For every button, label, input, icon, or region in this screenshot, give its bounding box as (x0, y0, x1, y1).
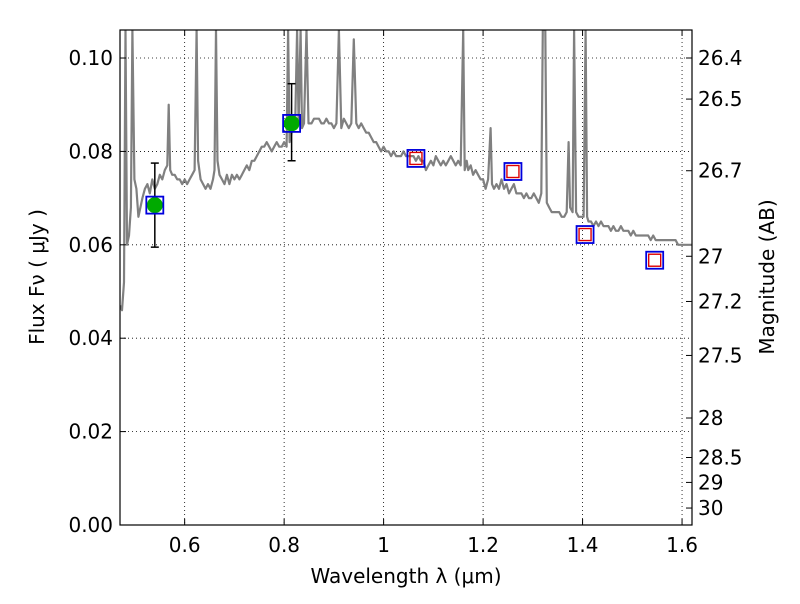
model-band-flux-square (406, 149, 426, 168)
y-axis-label: Flux Fν ( μJy ) (25, 209, 49, 345)
y-tick-label: 0.06 (68, 233, 113, 257)
x-tick-label: 1 (377, 533, 390, 557)
y2-tick-label: 28.5 (698, 445, 743, 469)
y-tick-label: 0.00 (68, 513, 113, 537)
y2-axis-label: Magnitude (AB) (755, 199, 779, 354)
x-tick-label: 1.6 (666, 533, 698, 557)
model-band-flux-square (282, 113, 302, 133)
model-band-flux-square (145, 195, 165, 215)
y2-tick-label: 27.2 (698, 289, 743, 313)
x-axis-label: Wavelength λ (μm) (310, 564, 501, 588)
x-tick-label: 0.8 (268, 533, 300, 557)
predicted-flux-square (578, 227, 592, 242)
grid-lines (120, 30, 692, 526)
observed-flux-point (283, 115, 300, 132)
x-tick-label: 1.4 (567, 533, 599, 557)
model-band-flux-square (645, 250, 665, 270)
axis-ticks: 0.6 0.8 1 1.2 1.4 1.6 0.00 0.02 0.04 0.06 0.08 0.10… (68, 30, 743, 557)
predicted-flux-square (409, 151, 423, 166)
y2-tick-label: 26.5 (698, 87, 743, 111)
model-band-flux-square (503, 162, 523, 181)
y2-tick-label: 26.7 (698, 159, 743, 183)
x-tick-label: 0.6 (169, 533, 201, 557)
y-tick-label: 0.10 (68, 46, 113, 70)
model-spectrum-layer (120, 30, 692, 312)
y2-tick-label: 28 (698, 406, 723, 430)
observed-flux-point (146, 197, 163, 214)
photometry-markers (145, 82, 665, 270)
y2-tick-label: 30 (698, 496, 723, 520)
plot-frame (119, 29, 693, 526)
model-spectrum-line (120, 30, 692, 312)
y2-tick-label: 27.5 (698, 343, 743, 367)
y-tick-label: 0.02 (68, 420, 113, 444)
predicted-flux-square (647, 253, 662, 267)
y-tick-label: 0.04 (68, 326, 113, 350)
model-band-flux-square (575, 225, 595, 244)
y2-tick-label: 26.4 (698, 46, 743, 70)
x-tick-label: 1.2 (467, 533, 499, 557)
y2-tick-label: 29 (698, 470, 723, 494)
y2-tick-label: 27 (698, 244, 723, 268)
y-tick-label: 0.08 (68, 139, 113, 163)
predicted-flux-square (506, 164, 520, 179)
